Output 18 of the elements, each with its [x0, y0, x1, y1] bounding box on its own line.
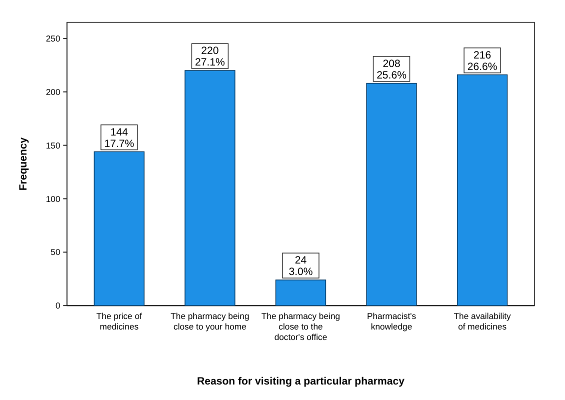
x-axis-title: Reason for visiting a particular pharmacy	[196, 375, 405, 388]
x-tick-label: The availability of medicines	[454, 311, 512, 332]
y-tick-label: 200	[46, 86, 60, 97]
y-tick-label: 0	[55, 300, 60, 311]
y-axis-title: Frequency	[18, 137, 30, 191]
y-tick-label: 50	[50, 247, 60, 258]
data-label: 24 3.0%	[288, 254, 313, 278]
data-label: 220 27.1%	[195, 45, 225, 69]
y-tick-label: 150	[46, 140, 60, 150]
x-tick-label: The price of medicines	[96, 311, 143, 332]
data-label: 208 25.6%	[376, 58, 406, 82]
x-tick-label: Pharmacist's knowledge	[366, 311, 416, 332]
x-tick-label: The pharmacy being close to the doctor's office	[261, 311, 340, 342]
y-tick-label: 100	[46, 194, 60, 204]
x-tick-label: The pharmacy being close to your home	[170, 311, 250, 332]
y-tick-label: 250	[46, 33, 60, 44]
data-label: 216 26.6%	[467, 49, 498, 73]
data-label: 144 17.7%	[104, 126, 134, 150]
